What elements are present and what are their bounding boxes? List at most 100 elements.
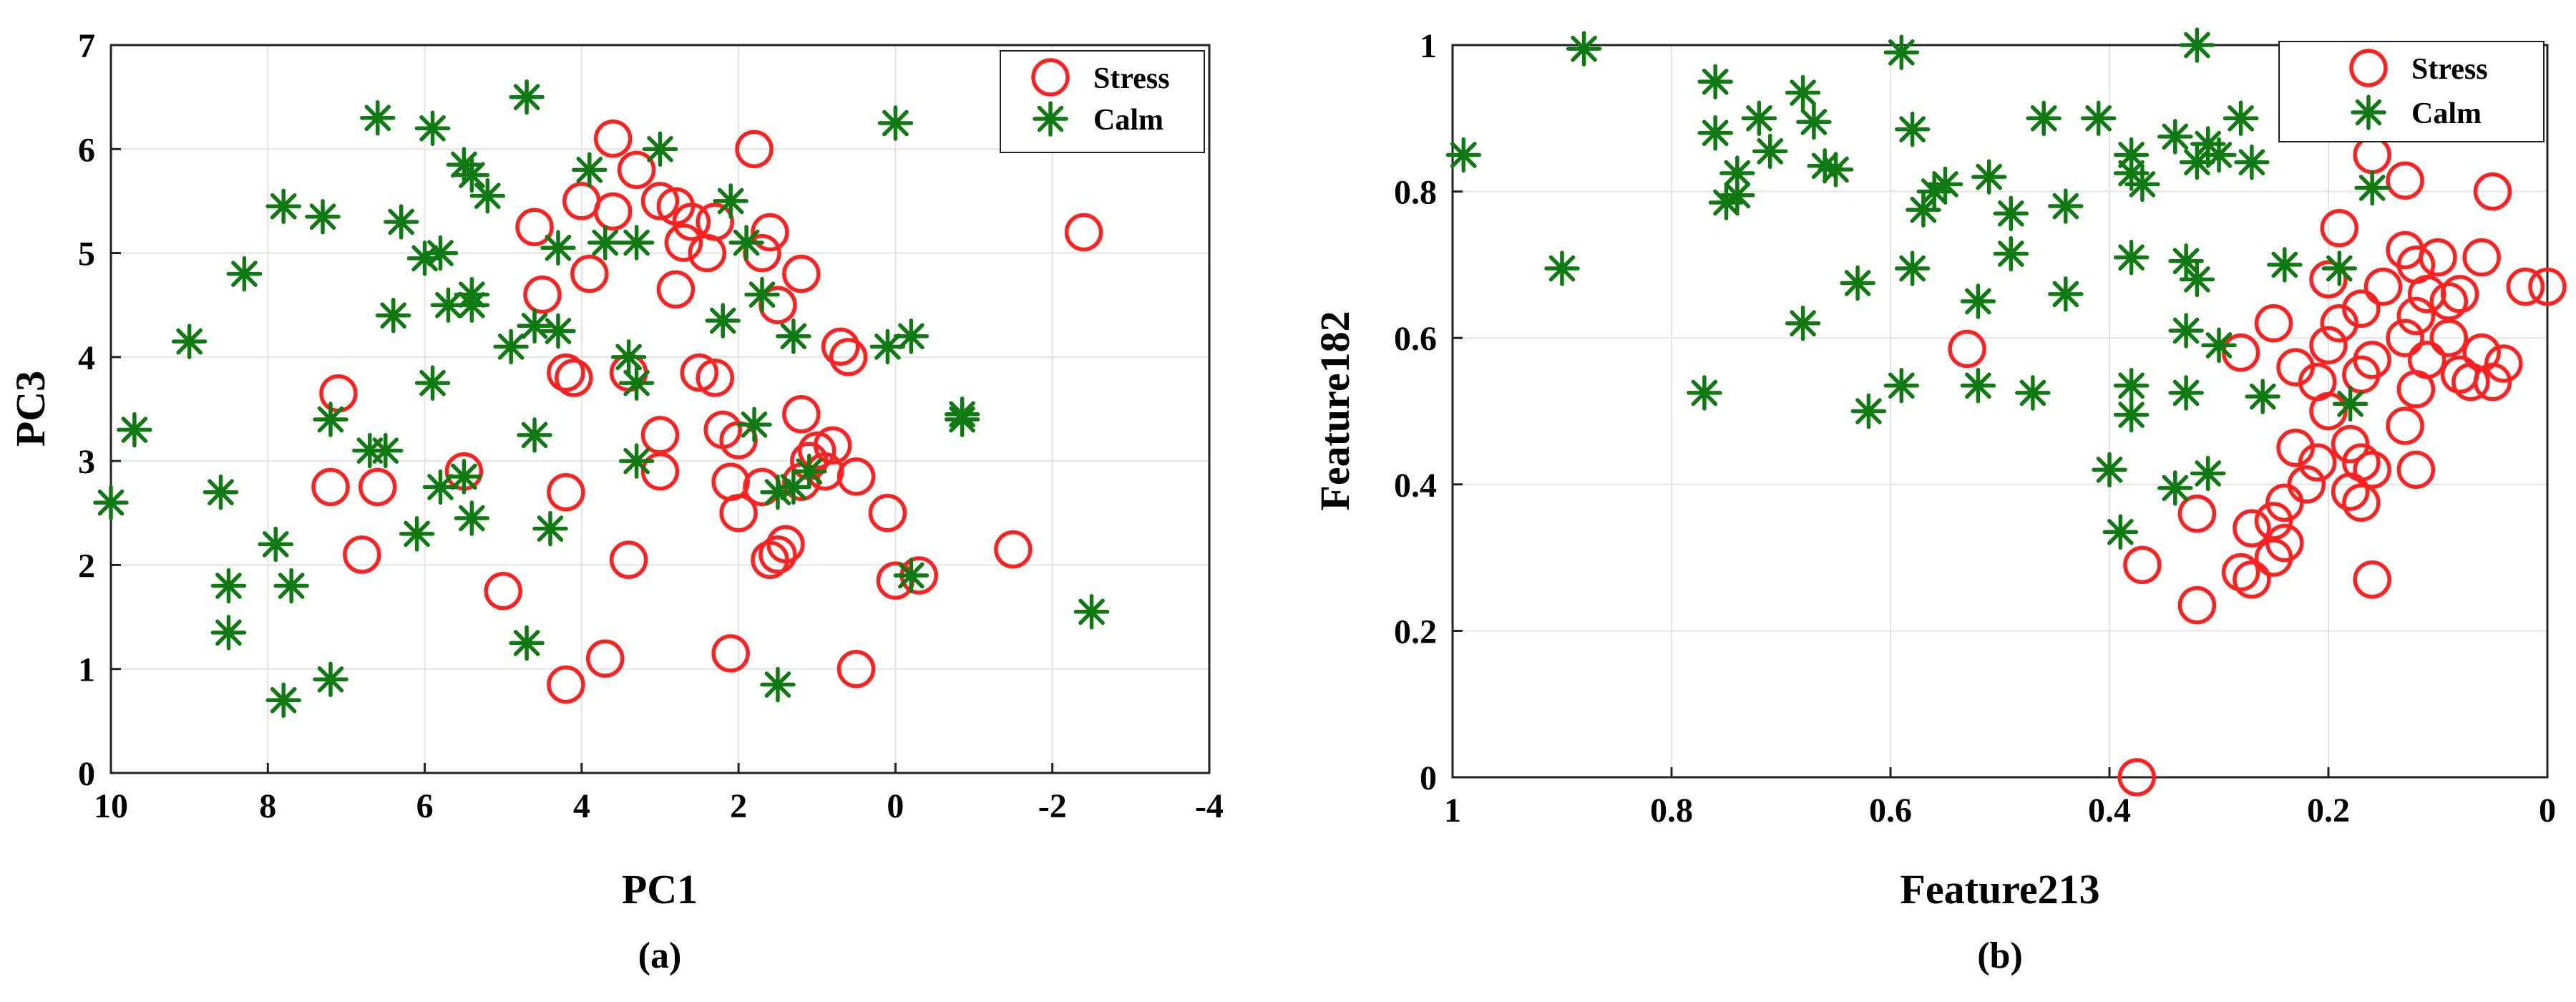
stress-point <box>2528 267 2567 306</box>
calm-point <box>210 615 247 651</box>
stress-point <box>547 665 585 704</box>
calm-point-strokes <box>1971 159 2007 195</box>
calm-point <box>869 329 906 365</box>
calm-point-strokes <box>610 339 647 375</box>
calm-point-strokes <box>893 318 930 354</box>
stress-point <box>696 359 734 397</box>
legend-calm-asterisk <box>2351 94 2386 130</box>
stress-point <box>751 540 789 579</box>
calm-point-strokes <box>944 402 980 437</box>
calm-point-strokes <box>273 568 309 604</box>
calm-point <box>2048 276 2084 312</box>
x-tick-label: 0.2 <box>2307 792 2350 830</box>
calm-point <box>1993 235 2029 272</box>
calm-point-strokes <box>1445 137 1482 173</box>
stress-point <box>358 467 397 507</box>
calm-point-strokes <box>2201 137 2237 173</box>
stress-point <box>719 494 758 532</box>
calm-point <box>210 568 247 604</box>
stress-point <box>711 634 750 673</box>
stress-point <box>2396 296 2436 336</box>
calm-point <box>117 412 152 448</box>
calm-point <box>1916 173 1952 210</box>
calm-point <box>1708 185 1745 220</box>
calm-point-strokes <box>454 157 490 193</box>
calm-point <box>2157 470 2193 506</box>
x-tick-label: 10 <box>94 787 128 825</box>
stress-point <box>2254 303 2293 343</box>
calm-point-strokes <box>2102 514 2139 550</box>
calm-point-strokes <box>791 453 827 490</box>
stress-point <box>562 182 601 220</box>
plot-area-frame <box>1451 44 2549 779</box>
calm-point-strokes <box>1544 250 1580 286</box>
stress-point <box>311 467 350 507</box>
stress-point <box>868 494 907 532</box>
calm-point-strokes <box>618 225 655 261</box>
calm-point-strokes <box>1993 235 2029 272</box>
y-tick-label: 0.4 <box>1394 467 1437 505</box>
calm-point-strokes <box>399 516 435 552</box>
y-tick-label: 1 <box>78 651 95 689</box>
calm-point-strokes <box>2179 261 2215 298</box>
calm-point-strokes <box>2179 27 2215 63</box>
calm-point <box>744 276 780 313</box>
stress-point <box>680 353 719 392</box>
calm-point-strokes <box>744 276 780 313</box>
calm-point-strokes <box>2113 367 2150 404</box>
calm-point-strokes <box>2092 452 2127 488</box>
calm-point <box>93 485 129 521</box>
stress-point <box>2440 275 2479 313</box>
calm-point <box>2113 239 2150 276</box>
y-axis-label: PC3 <box>7 371 54 447</box>
calm-point-strokes <box>414 110 451 146</box>
stress-point <box>836 649 876 689</box>
calm-point-strokes <box>2124 166 2160 203</box>
x-tick-label: 0 <box>2539 792 2556 830</box>
stress-point <box>555 359 593 397</box>
stress-point <box>2396 450 2436 490</box>
calm-point <box>736 407 772 443</box>
stress-point <box>640 452 680 491</box>
stress-point <box>751 213 789 252</box>
calm-point <box>406 240 443 276</box>
y-axis-label: Feature182 <box>1312 311 1358 510</box>
stress-point <box>711 462 750 501</box>
y-tick-label: 0.6 <box>1394 320 1437 358</box>
calm-point <box>517 417 552 453</box>
calm-point-strokes <box>454 500 490 536</box>
legend-stress-circle <box>1031 58 1070 97</box>
y-tick-label: 0.2 <box>1394 613 1437 651</box>
calm-point <box>540 230 576 266</box>
calm-point <box>383 204 419 240</box>
calm-point-strokes <box>587 225 623 261</box>
stress-point <box>609 540 648 579</box>
calm-point <box>2026 100 2062 137</box>
x-tick-label: 6 <box>416 787 434 825</box>
calm-point-strokes <box>1906 192 1941 228</box>
data-points <box>1445 27 2567 797</box>
stress-point <box>319 374 358 413</box>
x-tick-label: 0.4 <box>2088 792 2131 830</box>
calm-point <box>171 324 208 359</box>
stress-point <box>586 639 625 678</box>
stress-point <box>821 327 860 366</box>
stress-point <box>2320 209 2359 248</box>
stress-point <box>2254 538 2293 577</box>
calm-point <box>1840 265 1875 301</box>
calm-point-strokes <box>2321 250 2358 286</box>
calm-point-strokes <box>618 365 655 401</box>
stress-point <box>484 572 522 611</box>
calm-point-strokes <box>1840 265 1875 301</box>
stress-point <box>2331 472 2370 511</box>
y-tick-label: 0.8 <box>1394 174 1437 212</box>
calm-point-strokes <box>1960 367 1996 404</box>
calm-point <box>1894 111 1931 147</box>
calm-point-strokes <box>2157 119 2193 155</box>
x-tick-label: 0 <box>887 787 904 825</box>
stress-point <box>836 457 876 496</box>
stress-point <box>994 530 1033 569</box>
calm-point-strokes <box>1697 64 1733 99</box>
calm-point-strokes <box>2168 375 2204 411</box>
legend-calm-marker <box>2351 94 2386 130</box>
